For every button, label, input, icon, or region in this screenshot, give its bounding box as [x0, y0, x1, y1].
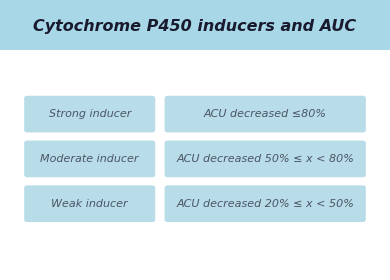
Text: ACU decreased 20% ≤ x < 50%: ACU decreased 20% ≤ x < 50% [176, 199, 354, 209]
Text: Cytochrome P450 inducers and AUC: Cytochrome P450 inducers and AUC [34, 19, 356, 34]
Text: ACU decreased 50% ≤ x < 80%: ACU decreased 50% ≤ x < 80% [176, 154, 354, 164]
Text: Weak inducer: Weak inducer [51, 199, 128, 209]
Text: ACU decreased ≤80%: ACU decreased ≤80% [204, 109, 327, 119]
Text: Moderate inducer: Moderate inducer [41, 154, 139, 164]
Text: Strong inducer: Strong inducer [48, 109, 131, 119]
FancyBboxPatch shape [0, 0, 390, 50]
FancyBboxPatch shape [24, 141, 155, 177]
FancyBboxPatch shape [24, 185, 155, 222]
FancyBboxPatch shape [165, 141, 366, 177]
FancyBboxPatch shape [24, 96, 155, 132]
FancyBboxPatch shape [165, 96, 366, 132]
FancyBboxPatch shape [165, 185, 366, 222]
